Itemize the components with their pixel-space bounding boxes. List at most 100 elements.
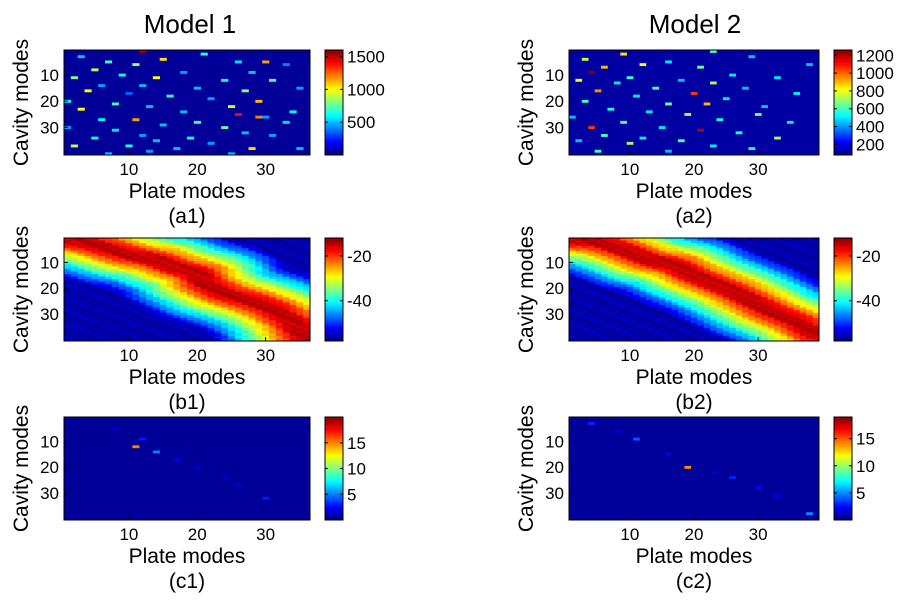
heatmap-cell [633, 289, 640, 293]
heatmap-cell [214, 266, 222, 270]
heatmap-cell [221, 328, 229, 332]
heatmap-cell [729, 476, 736, 480]
heatmap-cell [806, 317, 813, 321]
heatmap-cell [652, 268, 660, 272]
heatmap-cell [64, 271, 72, 275]
heatmap-cell [710, 245, 717, 249]
heatmap-cell [221, 243, 229, 247]
heatmap-cell [754, 263, 762, 267]
heatmap-cell [742, 328, 749, 332]
heatmap-cell [735, 253, 743, 257]
heatmap-cell [601, 276, 608, 280]
colorbar-segment [325, 279, 343, 282]
heatmap-cell [84, 310, 92, 313]
heatmap-cell [588, 279, 595, 283]
heatmap-cell [296, 292, 304, 295]
heatmap-cell [626, 274, 634, 277]
heatmap-cell [111, 128, 119, 132]
heatmap-cell [774, 261, 781, 265]
heatmap-cell [703, 312, 711, 316]
heatmap-cell [105, 60, 113, 64]
heatmap-cell [221, 279, 229, 283]
heatmap-cell [282, 315, 290, 319]
heatmap-cell [761, 274, 769, 277]
heatmap-cell [710, 289, 717, 293]
heatmap-cell [269, 297, 277, 301]
colorbar-tick-label: 10 [347, 460, 366, 479]
heatmap-cell [262, 312, 270, 316]
heatmap-cell [601, 250, 608, 254]
colorbar-segment [834, 138, 852, 141]
heatmap-cell [748, 253, 756, 257]
heatmap-cell [645, 238, 653, 241]
heatmap-cell [152, 304, 160, 308]
heatmap-cell [722, 310, 730, 313]
heatmap-cell [684, 312, 692, 316]
heatmap-cell [748, 284, 756, 288]
heatmap-cell [652, 312, 660, 316]
colorbar-segment [325, 474, 343, 477]
heatmap-cell [234, 263, 242, 267]
heatmap-cell [98, 268, 106, 272]
heatmap-cell [658, 261, 666, 265]
heatmap-cell [626, 286, 634, 290]
colorbar-segment [325, 127, 343, 130]
heatmap-cell [296, 240, 304, 244]
heatmap-cell [111, 281, 119, 285]
heatmap-cell [248, 304, 256, 308]
heatmap-cell [70, 310, 78, 313]
colorbar-segment [325, 299, 343, 302]
heatmap-cell [761, 279, 769, 283]
heatmap-cell [146, 284, 154, 288]
heatmap-cell [173, 245, 181, 249]
heatmap-cell [594, 338, 602, 342]
heatmap-cell [581, 248, 589, 252]
heatmap-cell [173, 312, 181, 316]
heatmap-cell [575, 243, 583, 247]
colorbar-segment [834, 95, 852, 98]
heatmap-cell [77, 248, 85, 252]
heatmap-cell [193, 307, 201, 311]
colorbar-tick-label: -20 [856, 247, 881, 266]
heatmap-cell [767, 317, 775, 321]
heatmap-cell [105, 302, 113, 306]
heatmap-cell [581, 304, 589, 308]
heatmap-cell [761, 289, 769, 293]
heatmap-cell [159, 123, 167, 127]
heatmap-cell [703, 276, 711, 280]
heatmap-cell [658, 322, 666, 326]
heatmap-cell [735, 286, 743, 290]
heatmap-cell [98, 325, 106, 329]
heatmap-cell [200, 248, 208, 252]
heatmap-cell [575, 281, 583, 285]
heatmap-cell [594, 266, 602, 270]
colorbar-segment [325, 247, 343, 250]
heatmap-cell [241, 240, 249, 244]
heatmap-cell [228, 297, 236, 301]
heatmap-cell [645, 268, 653, 272]
heatmap-cell [91, 279, 99, 283]
heatmap-cell [722, 253, 730, 257]
heatmap-cell [111, 274, 119, 277]
x-tick-label: 10 [119, 160, 138, 179]
heatmap-cell [193, 261, 201, 265]
heatmap-cell [774, 325, 781, 329]
heatmap-cell [774, 279, 781, 283]
heatmap-cell [588, 302, 595, 306]
colorbar-segment [834, 266, 852, 269]
heatmap-cell [806, 281, 813, 285]
heatmap-cell [98, 297, 106, 301]
heatmap-cell [296, 302, 304, 306]
heatmap-cell [248, 312, 256, 316]
heatmap-cell [684, 338, 692, 342]
heatmap-cell [289, 110, 297, 114]
heatmap-cell [303, 330, 311, 334]
heatmap-cell [620, 315, 627, 319]
heatmap-cell [111, 325, 119, 329]
colorbar-segment [834, 315, 852, 318]
axes-frame [63, 49, 311, 156]
heatmap-cell [241, 248, 249, 252]
heatmap-cell [91, 263, 99, 267]
heatmap-cell [139, 268, 147, 272]
